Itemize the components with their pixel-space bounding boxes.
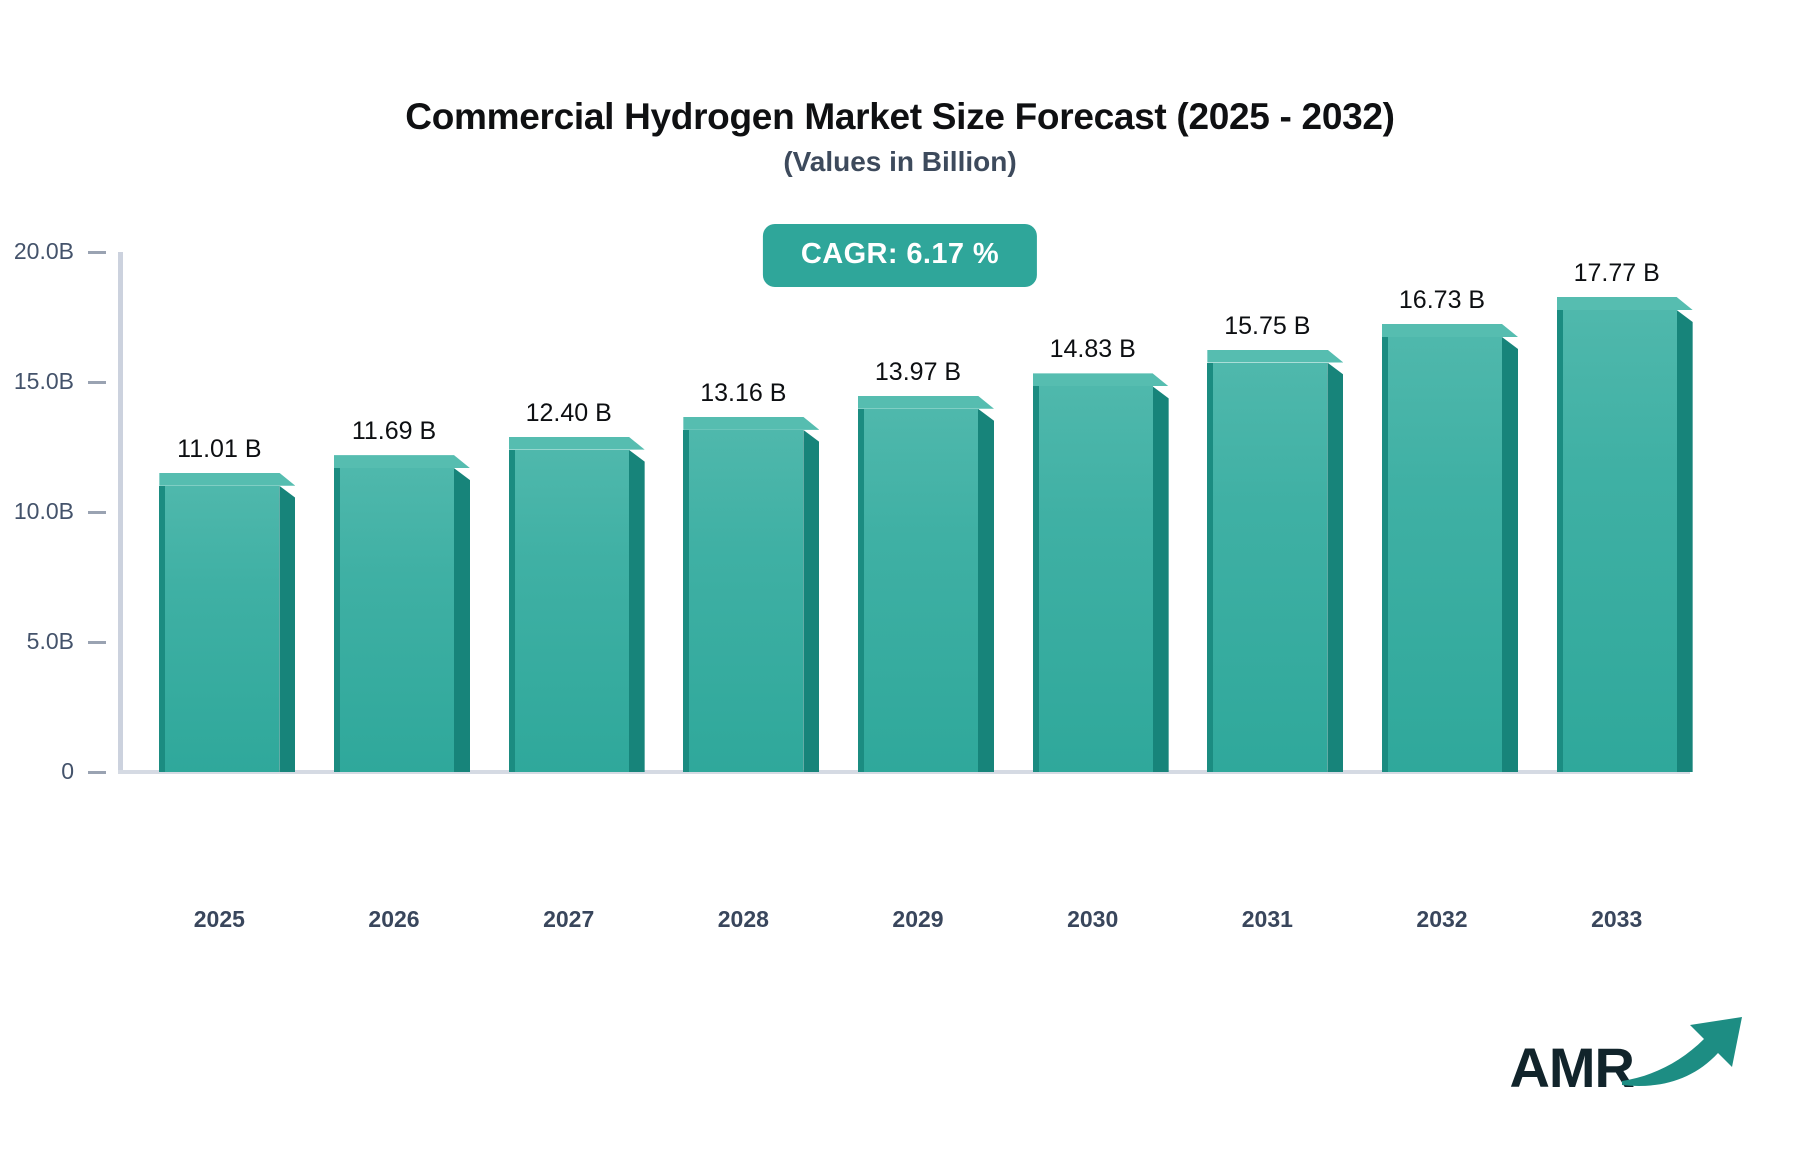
bar[interactable]: 11.01 B [159,435,296,772]
y-axis-tick-mark [88,380,106,384]
bar-3d-body [1032,386,1169,772]
bar-front-face [683,429,804,772]
bar-3d-body [1207,362,1344,772]
x-axis-tick-label: 2027 [543,906,595,932]
x-axis-labels: 2025 2026 2027 2028 2029 2030 2031 2032 2033 [118,906,1690,936]
bar[interactable]: 13.16 B [683,379,820,772]
y-axis-tick-mark [88,510,106,514]
x-axis-tick-label: 2031 [1241,906,1293,932]
x-axis-tick-label: 2029 [892,906,944,932]
bar-front-face [1032,386,1153,772]
bar-side-face [1327,362,1344,772]
bar-value-label: 13.16 B [700,378,787,407]
bar-top-face [334,455,470,468]
bar-top-face [1382,324,1518,337]
amr-logo: AMR [1509,1017,1750,1099]
y-axis-tick-mark [88,770,106,774]
x-axis-tick-label: 2032 [1416,906,1468,932]
bar-left-edge [683,429,690,772]
bar-value-label: 11.01 B [177,434,262,463]
bar-front-face [858,408,978,772]
x-axis-line [118,770,1690,774]
bar-top-face [1033,373,1169,386]
growth-arrow-icon [1620,1011,1750,1094]
bar-front-face [508,449,629,772]
x-axis-tick-label: 2033 [1591,906,1643,932]
bar-3d-body [1382,337,1518,772]
bar-3d-body [334,468,470,772]
x-axis-tick-label: 2025 [193,906,245,932]
bar-side-face [1152,386,1169,772]
x-axis-tick-label: 2028 [717,906,769,932]
bar-value-label: 16.73 B [1398,286,1486,315]
bar-3d-body [858,408,994,772]
chart-subtitle: (Values in Billion) [783,146,1017,177]
y-axis-line [118,252,123,772]
bar[interactable]: 11.69 B [334,417,470,772]
bar-side-face [1676,309,1693,772]
y-axis-tick-label: 15.0B [13,367,74,394]
bar-value-label: 11.69 B [351,417,437,446]
logo-text: AMR [1509,1036,1635,1099]
bar-value-label: 17.77 B [1573,258,1660,287]
bar-front-face [334,468,454,772]
bar-left-edge [858,408,864,772]
bar-value-label: 14.83 B [1049,335,1136,364]
bar-top-face [159,473,295,486]
bar-left-edge [159,485,166,772]
bar-left-edge [334,468,340,772]
bar-front-face [1556,309,1677,772]
bar-top-face [1557,297,1693,310]
bar-left-edge [1032,386,1039,772]
bar-value-label: 12.40 B [525,398,612,427]
bar[interactable]: 15.75 B [1207,312,1344,772]
bar-side-face [1502,337,1518,772]
bar-top-face [683,417,819,430]
bar-left-edge [1556,309,1563,772]
bar-value-label: 15.75 B [1224,311,1311,340]
x-axis-tick-label: 2030 [1067,906,1119,932]
bar-side-face [628,449,645,772]
y-axis-tick-label: 20.0B [13,237,74,264]
y-axis-tick-label: 0 [61,757,74,784]
bar-3d-body [1556,309,1693,772]
bar-3d-body [159,485,296,772]
bar-front-face [159,485,280,772]
bar[interactable]: 14.83 B [1032,335,1169,772]
bar-top-face [1207,350,1343,363]
bars-layer: 11.01 B 11.69 B 12.40 B 13.16 B 13.97 B 14.83… [118,252,1693,772]
bar-side-face [803,429,820,772]
bar-3d-body [508,449,645,772]
bar-left-edge [1207,362,1214,772]
bar-top-face [858,396,994,409]
bar-left-edge [1382,337,1388,772]
bar-side-face [978,408,994,772]
bar-top-face [509,437,645,450]
y-axis-tick-mark [88,640,106,644]
y-axis-tick-mark [88,250,106,254]
y-axis-tick-label: 5.0B [26,627,74,654]
bar-side-face [454,468,470,772]
chart-title: Commercial Hydrogen Market Size Forecast… [405,96,1395,137]
cagr-badge: CAGR: 6.17 % [762,224,1038,287]
bar-front-face [1382,337,1502,772]
bar[interactable]: 17.77 B [1556,259,1693,772]
x-axis-tick-label: 2026 [368,906,420,932]
bar-value-label: 13.97 B [874,357,962,386]
y-axis-tick-label: 10.0B [13,497,74,524]
bar-side-face [279,485,296,772]
bar[interactable]: 13.97 B [858,358,994,772]
bar-front-face [1207,362,1328,772]
bar[interactable]: 16.73 B [1382,286,1518,772]
bar-left-edge [508,449,515,772]
bar-3d-body [683,429,820,772]
bar[interactable]: 12.40 B [508,399,645,772]
